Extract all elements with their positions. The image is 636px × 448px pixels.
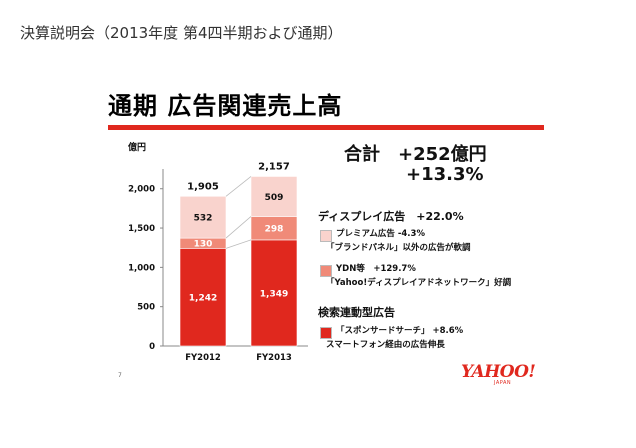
yahoo-logo-japan: JAPAN — [494, 380, 512, 386]
total-increase-percent: +13.3% — [406, 164, 484, 185]
page-header-title: 決算説明会（2013年度 第4四半期および通期） — [20, 24, 343, 42]
connector-line — [225, 239, 252, 249]
y-axis-unit: 億円 — [128, 143, 147, 153]
y-tick-label: 0 — [149, 342, 155, 352]
yahoo-logo: YAHOO! — [461, 362, 536, 382]
bar-segment — [250, 176, 298, 217]
bar-value-label: 509 — [265, 193, 284, 203]
y-tick-label: 2,000 — [128, 185, 155, 195]
y-tick-label: 1,000 — [128, 263, 155, 273]
y-tick-label: 500 — [137, 303, 155, 313]
x-category-label: FY2012 — [185, 353, 221, 363]
slide-title: 通期 広告関連売上高 — [108, 92, 343, 120]
legend-ydn-line2: 「Yahoo!ディスプレイアドネットワーク」好調 — [326, 278, 512, 288]
slide: 通期 広告関連売上高 億円 0 500 1,000 1,500 2,000 1,242 13… — [108, 80, 544, 388]
bar-segment — [250, 239, 298, 347]
legend-premium-line2: 「ブランドパネル」以外の広告が軟調 — [326, 243, 471, 253]
total-increase-amount: 合計 +252億円 — [344, 144, 487, 165]
y-tick-label: 1,500 — [128, 224, 155, 234]
bar-total-label: 1,905 — [187, 181, 219, 192]
legend-swatch-ydn — [320, 265, 332, 277]
legend-swatch-sponsored-search — [320, 327, 332, 339]
legend-ydn-line1: YDN等 +129.7% — [336, 264, 416, 274]
stacked-bar-chart: 0 500 1,000 1,500 2,000 1,242 130 532 1,905 FY201… — [128, 161, 308, 363]
bar-value-label: 130 — [194, 240, 213, 250]
legend-search-line1: 「スポンサードサーチ」 +8.6% — [336, 326, 464, 336]
connector-line — [225, 176, 252, 197]
bar-value-label: 532 — [194, 214, 213, 224]
bar-segment — [179, 248, 227, 347]
bar-segment — [179, 195, 227, 239]
legend-swatch-premium — [320, 230, 332, 242]
bar-value-label: 1,242 — [189, 294, 217, 304]
connector-line — [225, 216, 252, 239]
legend-premium-line1: プレミアム広告 -4.3% — [336, 229, 425, 239]
x-category-label: FY2013 — [256, 353, 292, 363]
title-rule — [108, 125, 544, 130]
search-ads-heading: 検索連動型広告 — [318, 306, 395, 319]
display-ads-heading: ディスプレイ広告 +22.0% — [318, 210, 464, 223]
bar-value-label: 1,349 — [260, 289, 288, 299]
bar-total-label: 2,157 — [258, 161, 290, 172]
legend-search-line2: スマートフォン経由の広告伸長 — [326, 340, 445, 350]
bar-value-label: 298 — [265, 225, 284, 235]
slide-number: 7 — [118, 372, 122, 379]
